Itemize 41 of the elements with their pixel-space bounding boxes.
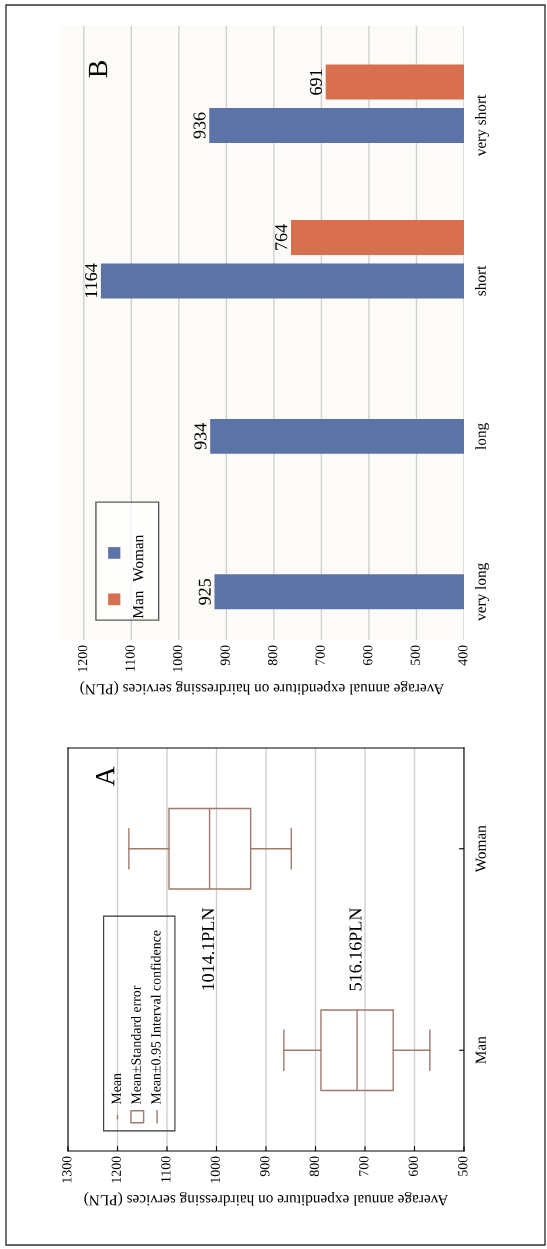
y-tick-label: long (475, 423, 490, 450)
x-axis-title: Average annual expenditure on hairdressing services (PLN) (84, 1191, 449, 1206)
x-tick-label: 900 (260, 1156, 270, 1177)
x-tick-label: 600 (363, 645, 373, 666)
x-tick-label: 1100 (161, 1156, 171, 1182)
y-tick-label: short (475, 265, 486, 296)
data-label: 936 (193, 112, 206, 139)
x-tick-label: 1000 (172, 645, 183, 672)
data-label: 934 (194, 423, 207, 450)
x-tick-label: 800 (309, 1156, 319, 1177)
annotation: Mean±Standard error (131, 985, 141, 1105)
x-tick-label: 1100 (125, 645, 135, 671)
x-tick-label: 1200 (111, 1156, 121, 1183)
x-tick-label: 500 (458, 1156, 468, 1176)
legend-label: Woman (133, 534, 144, 582)
data-label: 764 (275, 224, 288, 250)
x-tick-label: 1300 (62, 1156, 72, 1183)
annotation: 1014.1PLN (201, 908, 215, 990)
text: A (95, 766, 115, 786)
x-tick-label: 600 (408, 1156, 418, 1177)
text: B (88, 61, 108, 78)
x-tick-label: 900 (220, 645, 230, 666)
annotation: Mean (111, 1073, 121, 1105)
x-tick-label: 1200 (77, 645, 88, 672)
data-label: 925 (198, 578, 211, 605)
y-tick-label: Woman (475, 825, 486, 873)
x-tick-label: 700 (315, 645, 325, 665)
annotation: Mean±0.95 Interval confidence (150, 930, 161, 1105)
y-tick-label: very short (475, 94, 490, 157)
y-tick-label: Man (475, 1036, 486, 1064)
data-label: 1164 (85, 263, 98, 298)
data-label: 691 (309, 69, 323, 95)
annotation: 516.16PLN (349, 908, 362, 991)
x-tick-label: 800 (267, 645, 278, 666)
x-axis-title: Average annual expenditure on hairdressing services (PLN) (80, 680, 445, 695)
y-tick-label: very long (475, 563, 490, 621)
x-tick-label: 700 (359, 1156, 369, 1176)
legend-label: Man (133, 590, 144, 619)
x-tick-label: 1000 (210, 1156, 220, 1183)
x-tick-label: 400 (458, 645, 468, 666)
x-tick-label: 500 (410, 645, 420, 665)
